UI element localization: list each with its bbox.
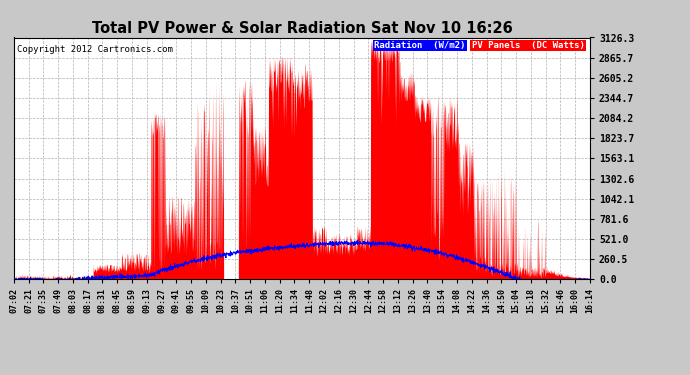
Title: Total PV Power & Solar Radiation Sat Nov 10 16:26: Total PV Power & Solar Radiation Sat Nov… (92, 21, 512, 36)
Text: Copyright 2012 Cartronics.com: Copyright 2012 Cartronics.com (17, 45, 172, 54)
Text: PV Panels  (DC Watts): PV Panels (DC Watts) (472, 41, 584, 50)
Text: Radiation  (W/m2): Radiation (W/m2) (374, 41, 465, 50)
